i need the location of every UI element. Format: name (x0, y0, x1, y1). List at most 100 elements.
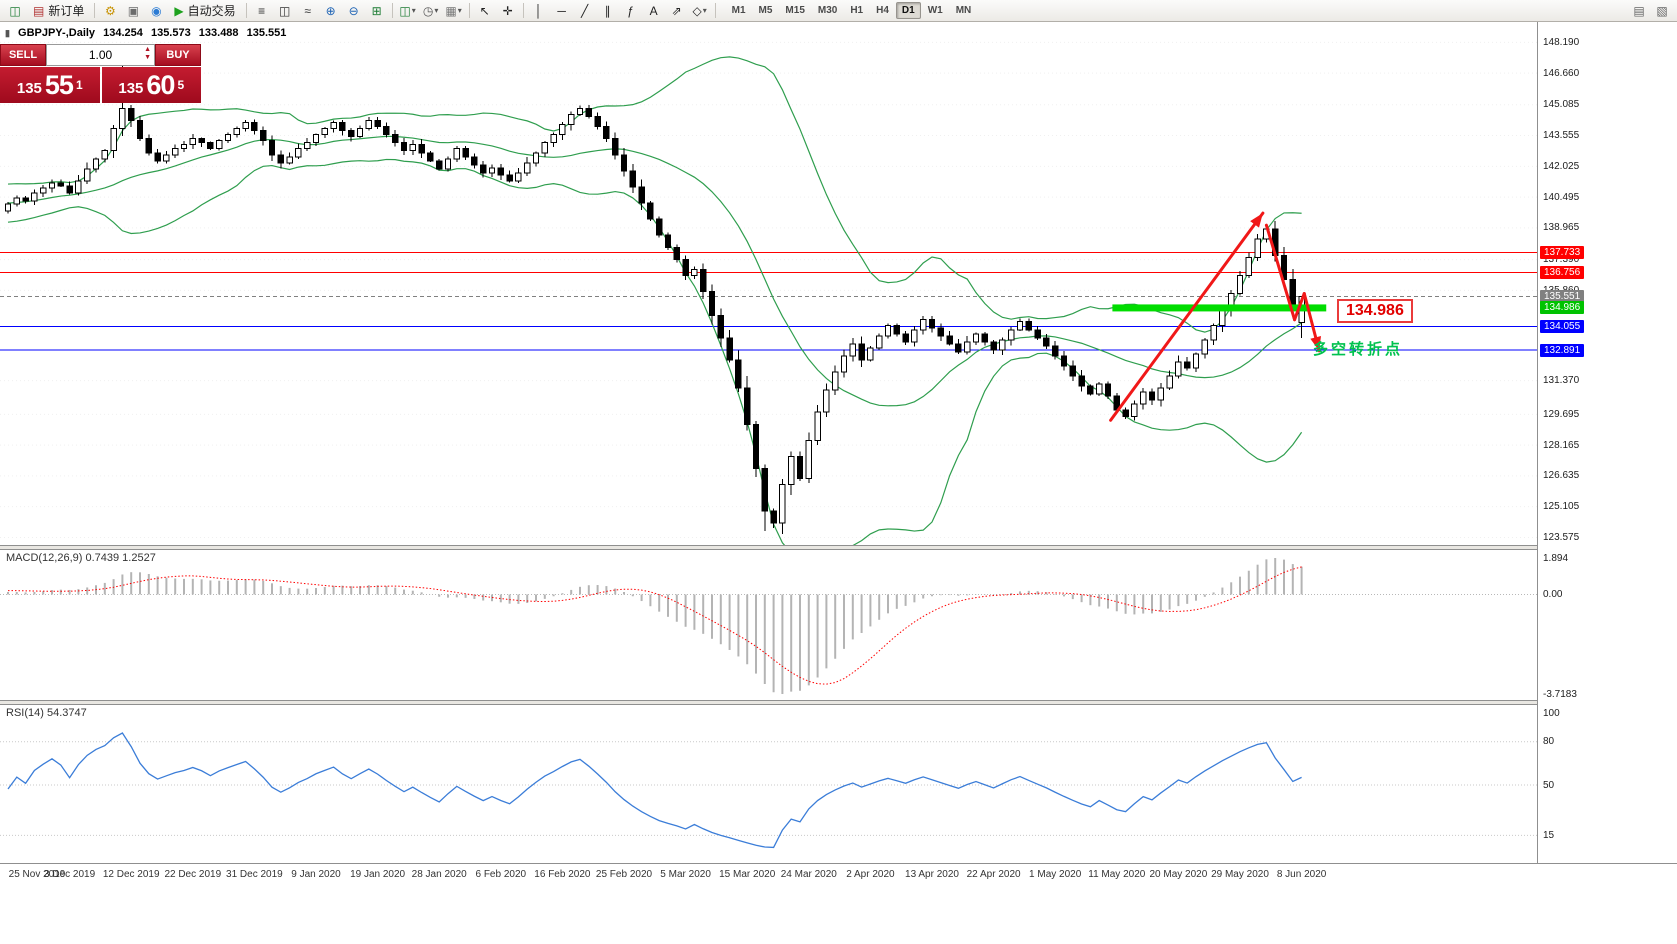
bollinger-lower-band (7, 158, 1303, 545)
date-label: 19 Jan 2020 (350, 869, 406, 880)
expert-advisors-icon[interactable]: ⚙ (99, 1, 121, 21)
timeframe-w1[interactable]: W1 (927, 5, 943, 16)
toolbar-separator (522, 3, 524, 18)
turning-point-note[interactable]: 多空转折点 (1313, 341, 1404, 358)
volume-value: 1.00 (88, 48, 113, 62)
volume-input[interactable]: 1.00 ▲ ▼ (46, 44, 155, 66)
new-order-button-icon: ▤ (33, 3, 45, 18)
close-value: 135.551 (246, 27, 287, 39)
date-label: 8 Jun 2020 (1276, 869, 1327, 880)
bars-chart-icon[interactable]: ≡ (251, 1, 273, 21)
new-chart-icon[interactable]: ◫ ▾ (397, 1, 419, 21)
vertical-line-icon: │ (534, 3, 543, 18)
ask-price[interactable]: 135 60 5 (101, 67, 201, 103)
channel-icon[interactable]: ∥ (597, 1, 619, 21)
date-label: 9 Jan 2020 (291, 869, 341, 880)
scale-label: 142.025 (1543, 160, 1580, 172)
date-label: 25 Feb 2020 (595, 869, 653, 880)
zoom-in-icon[interactable]: ⊕ (320, 1, 342, 21)
cursor-icon[interactable]: ↖ (474, 1, 496, 21)
date-label: 2 Apr 2020 (846, 869, 895, 880)
zoom-out-icon[interactable]: ⊖ (343, 1, 365, 21)
timeframe-mn[interactable]: MN (955, 5, 972, 16)
bid-price[interactable]: 135 55 1 (0, 67, 100, 103)
channel-icon: ∥ (604, 3, 611, 18)
toolbar-separator (714, 3, 716, 18)
fibonacci-icon[interactable]: ƒ (620, 1, 642, 21)
shapes-icon[interactable]: ◇ ▾ (689, 1, 711, 21)
date-label: 13 Apr 2020 (905, 869, 959, 880)
time-scale[interactable]: 25 Nov 2019 3 Dec 2019 12 Dec 2019 22 Dec 2… (0, 863, 1677, 885)
rsi-indicator-label: RSI(14) 54.3747 (6, 707, 87, 719)
scale-label: 129.695 (1543, 408, 1580, 420)
new-order-button[interactable]: ▤ 新订单 (27, 2, 90, 20)
bollinger-upper-band (7, 56, 1302, 333)
one-click-trading-panel: SELL 1.00 ▲ ▼ BUY 135 55 1 135 60 5 (0, 44, 201, 103)
text-tool-icon[interactable]: A (643, 1, 665, 21)
full-screen-icon[interactable]: ▧ (1651, 1, 1673, 21)
timeframe-d1[interactable]: D1 (895, 2, 921, 19)
app-chart-icon[interactable]: ◫ (4, 1, 26, 21)
timeframe-m30[interactable]: M30 (817, 5, 838, 16)
support-zone-label: 134.986 (1540, 301, 1585, 315)
rsi-scale-label: 15 (1543, 829, 1555, 841)
timeframe-h4[interactable]: H4 (876, 5, 889, 16)
line-chart-icon: ≈ (304, 3, 311, 18)
templates-icon[interactable]: ▦ ▾ (443, 1, 465, 21)
pane-separator[interactable] (0, 545, 1677, 550)
autotrading-button[interactable]: ▶ 自动交易 (168, 2, 241, 20)
timeframe-m15[interactable]: M15 (785, 5, 805, 16)
bid-price-label: 135.551 (1540, 290, 1585, 304)
price-line-label: 132.891 (1540, 343, 1585, 357)
open-value: 134.254 (103, 27, 143, 39)
vertical-line-icon[interactable]: │ (528, 1, 550, 21)
date-label: 3 Dec 2019 (44, 869, 96, 880)
market-watch-icon[interactable]: ▣ (122, 1, 144, 21)
price-line-label: 134.055 (1540, 320, 1585, 334)
arrows-tool-icon[interactable]: ⇗ (666, 1, 688, 21)
trendline-icon[interactable]: ╱ (574, 1, 596, 21)
expert-advisors-icon: ⚙ (104, 3, 116, 18)
scale-label: 123.575 (1543, 532, 1580, 543)
trend-arrows[interactable] (1109, 211, 1321, 422)
candles (4, 61, 1305, 535)
tile-windows-icon[interactable]: ⊞ (366, 1, 388, 21)
arrows-tool-icon: ⇗ (671, 3, 682, 18)
data-window-icon[interactable]: ▤ (1628, 1, 1650, 21)
symbol-period-label: GBPJPY-,Daily (18, 27, 96, 39)
candles-chart-icon[interactable]: ◫ (274, 1, 296, 21)
community-icon[interactable]: ◉ (145, 1, 167, 21)
timeframe-m5[interactable]: M5 (758, 5, 773, 16)
price-scale[interactable]: 148.190 146.660 145.085 143.555 142.025 140.4… (1537, 22, 1677, 863)
buy-button[interactable]: BUY (155, 44, 201, 66)
volume-down-icon[interactable]: ▼ (144, 54, 151, 61)
crosshair-icon[interactable]: ✛ (497, 1, 519, 21)
support-zone-line[interactable] (1112, 304, 1327, 312)
price-annotation-label[interactable]: 134.986 (1337, 299, 1413, 323)
macd-scale-zero: 0.00 (1543, 589, 1563, 600)
profiles-icon[interactable]: ◷ ▾ (420, 1, 442, 21)
macd-scale-max: 1.894 (1543, 552, 1569, 564)
scale-label: 128.165 (1543, 439, 1580, 451)
new-chart-icon: ◫ (399, 3, 411, 18)
scale-label: 143.555 (1543, 130, 1580, 142)
rsi-scale-label: 50 (1543, 779, 1555, 791)
main-price-chart (0, 41, 1537, 545)
timeframe-h1[interactable]: H1 (850, 5, 864, 16)
sell-button[interactable]: SELL (0, 44, 46, 66)
volume-up-icon[interactable]: ▲ (144, 46, 151, 53)
horizontal-line-icon[interactable]: ─ (551, 1, 573, 21)
bid-point: 1 (75, 78, 83, 92)
ask-point: 5 (177, 78, 185, 92)
pane-separator[interactable] (0, 700, 1677, 705)
low-value: 133.488 (198, 27, 239, 39)
volume-spinner[interactable]: ▲ ▼ (144, 46, 151, 62)
line-chart-icon[interactable]: ≈ (297, 1, 319, 21)
scale-label: 145.085 (1543, 99, 1580, 111)
bollinger-middle-band (7, 135, 1302, 407)
timeframe-m1[interactable]: M1 (731, 5, 746, 16)
scale-label: 138.965 (1543, 222, 1580, 234)
date-label: 12 Dec 2019 (102, 869, 160, 880)
grid (0, 41, 1537, 538)
